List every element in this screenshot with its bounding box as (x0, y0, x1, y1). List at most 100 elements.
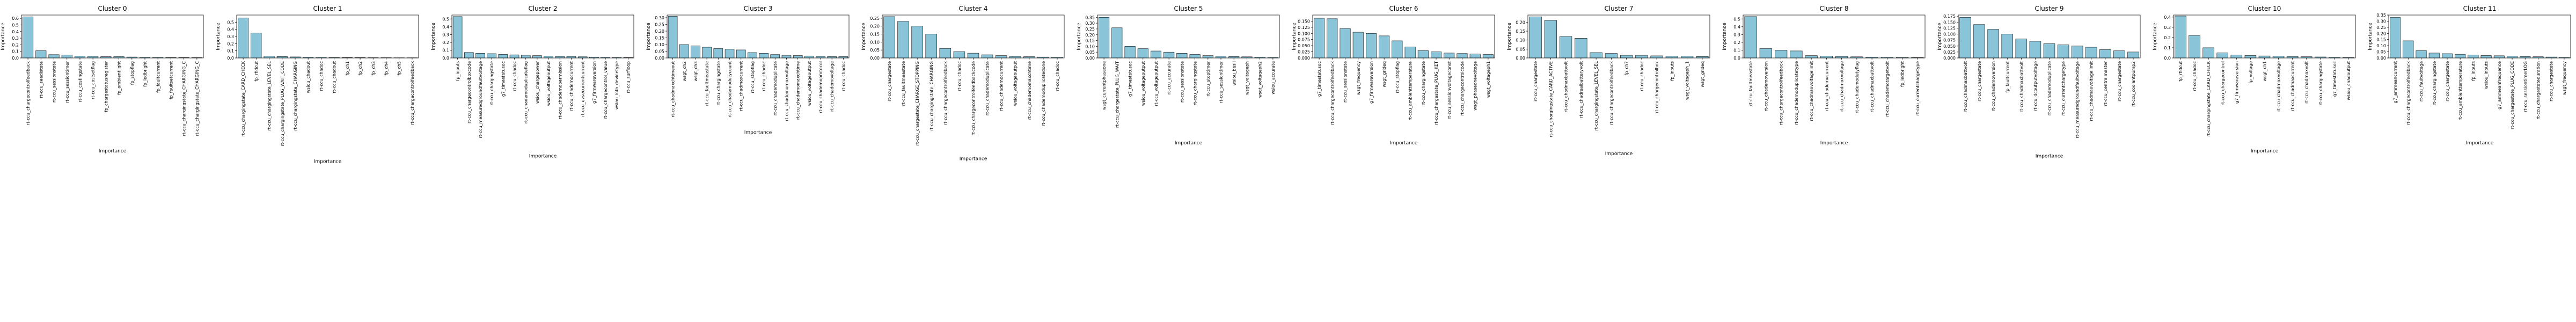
chart-title: Cluster 0 (98, 5, 127, 12)
y-tick-label: 0.15 (870, 32, 880, 37)
plot-frame (882, 14, 1065, 58)
y-tick-label: 0.1 (2164, 46, 2171, 50)
bar (2189, 35, 2200, 58)
bar (713, 48, 723, 58)
bar (883, 16, 895, 58)
x-tick-label: rt-ccu_chargecontrolbox (1655, 61, 1659, 113)
x-tick-label: rt-ccu_chargingstate_CARD_ACTIVE (1548, 61, 1553, 137)
x-tick-label: rt-ccu_chademodutycount (728, 61, 733, 118)
x-tick-label: g7_timestatusoc (1317, 61, 1322, 97)
y-tick-label: 0.150 (1298, 19, 1310, 24)
x-axis-label: Importance (1605, 151, 1633, 157)
y-tick-label: 0.075 (1298, 38, 1310, 42)
x-tick-label: rt-ccu_chargestate_CHARGE_STOPPING (915, 61, 920, 145)
x-tick-label: rt-ccu_chargestate_PLUG_CODE (2510, 61, 2515, 129)
y-tick-label: 0.1 (1733, 48, 1740, 53)
x-axis-label: Importance (2036, 154, 2063, 159)
x-tick-label: wsiou_chadout (306, 61, 311, 93)
x-tick-label: rt-ccu_chargingstate_CHARGING_C (195, 61, 200, 136)
bar (691, 46, 700, 58)
x-tick-label: rt-ccu_chargingstate (2318, 61, 2323, 105)
bar (1650, 55, 1663, 58)
bar (2441, 53, 2453, 58)
chart-title: Cluster 2 (528, 5, 557, 12)
x-tick-label: fp_faultcurrent (2005, 61, 2010, 93)
x-tick-label: rt-ccu_chargecontrolfeedback (410, 61, 415, 126)
bar (1431, 52, 1442, 58)
y-axis-label: Importance (2368, 23, 2373, 50)
bar (1176, 53, 1188, 58)
x-tick-label: g7_timestatusoc (2332, 61, 2337, 97)
bar (804, 55, 814, 58)
x-tick-label: rt-ccu_chademoduplicatetype (1794, 61, 1799, 125)
x-tick-label: rt-ccu_ambienttemperature (2458, 61, 2463, 121)
bar (759, 53, 769, 58)
x-tick-label: fp_ch3 (371, 61, 376, 75)
x-tick-label: rt-ccu_chademoversion (1763, 61, 1768, 112)
y-axis-label: Importance (1507, 23, 1512, 50)
bar (1124, 46, 1136, 58)
x-tick-label: g7_ammeanfrequence (2497, 61, 2502, 109)
bar (1820, 56, 1833, 58)
bar (1959, 17, 1971, 58)
x-tick-label: rt-ccu_currentchargetype (1915, 61, 1920, 116)
x-tick-label: rt-ccu_chademovoltage (830, 61, 835, 112)
plot-frame (1743, 14, 1926, 58)
y-axis-label: Importance (1, 23, 6, 50)
x-axis-label: Importance (960, 157, 987, 162)
y-tick-label: 0.35 (1085, 15, 1095, 20)
y-tick-label: 0.3 (227, 34, 234, 39)
plot-frame (1312, 14, 1495, 58)
y-tick-label: 0.20 (870, 24, 880, 29)
x-axis-label: Importance (1390, 141, 1418, 146)
x-tick-label: rt-ccu_chargestate_PLUG_KET (1434, 61, 1439, 125)
y-tick-label: 0.050 (1943, 44, 1956, 49)
bar (2480, 55, 2492, 58)
x-tick-label: fp_ch4 (384, 61, 389, 75)
bar (1665, 56, 1678, 58)
y-tick-label: 0.15 (1085, 39, 1095, 43)
y-tick-label: 0.30 (655, 16, 664, 20)
x-tick-label: wsgt_ch1 (2263, 61, 2267, 81)
x-tick-label: wsgt_voltageph (1245, 61, 1249, 95)
x-tick-label: rt-ccu_surfloop (626, 61, 631, 93)
bar (35, 50, 47, 58)
x-tick-label: rt-ccu_chargecontrolfeedback (943, 61, 948, 126)
y-tick-label: 0.3 (2164, 25, 2171, 30)
x-tick-label: rt-ccu_chadoc (762, 61, 766, 91)
x-tick-label: rt-ccu_chademoduplicate (773, 61, 778, 115)
bar (1605, 53, 1618, 58)
x-tick-label: rt-ccu_chadoc (2192, 61, 2197, 91)
y-tick-label: 0.20 (655, 29, 664, 34)
bar (748, 52, 757, 58)
y-tick-label: 0.125 (1943, 26, 1956, 31)
bar (2403, 40, 2414, 58)
x-tick-label: rt-ccu_chargestate (2549, 61, 2554, 101)
plot-frame (2388, 14, 2571, 58)
x-tick-label: wsiou_info_devicetype (614, 61, 619, 109)
x-tick-label: wsgt_grideq (1382, 61, 1387, 87)
x-tick-label: fp_ch7 (1624, 61, 1629, 75)
x-tick-label: rt-ccu_chargecontrolcode (1460, 61, 1465, 116)
x-tick-label: rt-ccu_chargestate (2117, 61, 2122, 101)
bar (1744, 16, 1757, 58)
x-tick-label: rt-ccu_chargingstate (489, 61, 494, 105)
x-tick-label: rt-ccu_chargecontrolfeedback (26, 61, 31, 126)
x-tick-label: fp_inputs (456, 61, 460, 81)
bar (1544, 20, 1557, 58)
bar (939, 48, 952, 58)
x-tick-label: rt-ccu_chadmaxvoltage (2277, 61, 2281, 112)
bar (23, 17, 34, 58)
x-tick-label: wsiou_voltageoutput (1141, 61, 1146, 106)
x-tick-label: fp_faultcurrent (156, 61, 160, 93)
x-tick-label: rt-ccu_chargingstate (1421, 61, 1426, 105)
bar (238, 18, 249, 58)
x-tick-label: rt-ccu_chargestate (1977, 61, 1982, 101)
bar (2468, 54, 2479, 58)
y-axis-label: Importance (861, 23, 867, 50)
bar (2099, 49, 2111, 58)
y-tick-label: 0.10 (655, 42, 664, 47)
y-tick-label: 0.100 (1298, 31, 1310, 36)
x-tick-label: rt-ccu_chademomaxchtime (1027, 61, 1032, 120)
